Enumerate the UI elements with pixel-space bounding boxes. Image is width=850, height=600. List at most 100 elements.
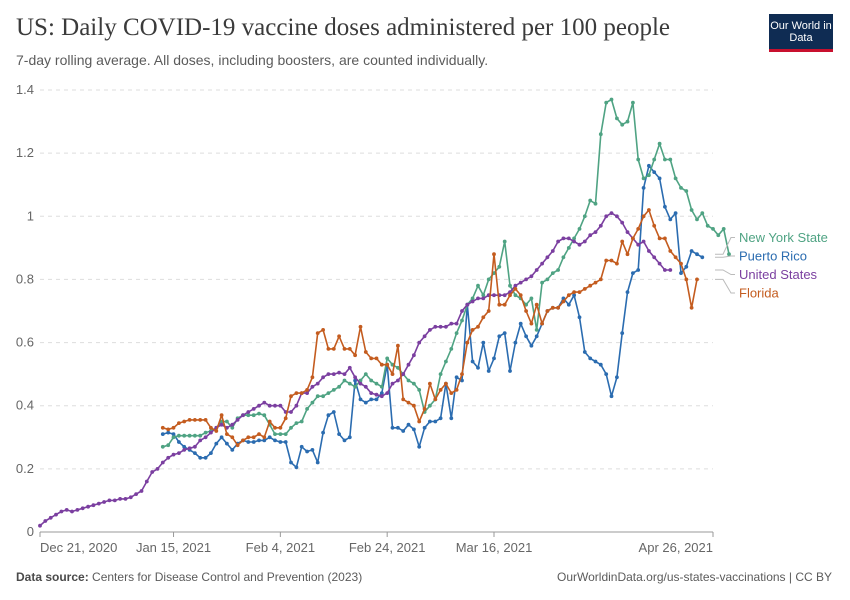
data-point bbox=[620, 331, 625, 335]
data-point bbox=[305, 407, 309, 411]
data-point bbox=[444, 381, 448, 386]
data-point bbox=[193, 433, 197, 438]
data-point bbox=[444, 359, 448, 364]
data-point bbox=[620, 239, 625, 244]
data-point bbox=[310, 384, 315, 389]
data-point bbox=[406, 362, 411, 367]
data-point bbox=[257, 403, 261, 408]
data-point bbox=[198, 438, 203, 443]
legend-label[interactable]: United States bbox=[739, 267, 818, 282]
data-point bbox=[299, 444, 304, 449]
data-point bbox=[609, 258, 614, 263]
data-point bbox=[492, 356, 496, 361]
data-point bbox=[337, 370, 341, 375]
data-point bbox=[209, 430, 213, 435]
data-point bbox=[251, 440, 256, 444]
data-point bbox=[160, 444, 165, 449]
data-point bbox=[150, 470, 155, 474]
data-point bbox=[166, 430, 171, 435]
data-point bbox=[513, 287, 518, 291]
data-point bbox=[230, 435, 235, 440]
source-note: Data source: Centers for Disease Control… bbox=[16, 570, 362, 584]
data-point bbox=[182, 433, 187, 438]
data-point bbox=[577, 290, 582, 294]
legend-label[interactable]: Florida bbox=[739, 285, 780, 300]
data-point bbox=[470, 299, 475, 304]
data-point bbox=[219, 413, 224, 418]
data-point bbox=[700, 255, 705, 260]
y-axis: 0 0.2 0.4 0.6 0.8 1 1.2 1.4 bbox=[16, 82, 34, 539]
data-point bbox=[534, 268, 539, 272]
data-point bbox=[177, 440, 181, 444]
data-point bbox=[374, 392, 379, 397]
credit-link[interactable]: OurWorldinData.org/us-states-vaccination… bbox=[557, 570, 832, 584]
legend-label[interactable]: New York State bbox=[739, 230, 828, 245]
data-point bbox=[412, 427, 416, 432]
data-point bbox=[321, 430, 325, 435]
series-line bbox=[162, 98, 730, 448]
data-point bbox=[289, 425, 293, 430]
data-point bbox=[529, 343, 534, 348]
data-point bbox=[615, 214, 619, 219]
data-point bbox=[225, 432, 229, 436]
data-point bbox=[615, 261, 619, 266]
data-point bbox=[363, 372, 368, 376]
data-point bbox=[550, 305, 555, 310]
x-axis: Dec 21, 2020 Jan 15, 2021 Feb 4, 2021 Feb 2… bbox=[39, 532, 714, 555]
data-point bbox=[294, 421, 299, 425]
data-point bbox=[283, 416, 288, 421]
owid-logo[interactable]: Our World in Data bbox=[769, 14, 833, 52]
data-point bbox=[438, 372, 443, 376]
data-point bbox=[721, 227, 726, 231]
data-point bbox=[289, 410, 293, 414]
data-point bbox=[177, 433, 181, 438]
y-tick-label: 1.4 bbox=[16, 82, 34, 97]
data-point bbox=[657, 236, 662, 241]
x-tick-label: Jan 15, 2021 bbox=[136, 540, 211, 555]
data-point bbox=[433, 419, 438, 424]
data-point bbox=[476, 283, 480, 288]
data-point bbox=[262, 400, 267, 405]
data-point bbox=[663, 236, 667, 241]
data-point bbox=[647, 208, 651, 212]
data-point bbox=[588, 233, 593, 238]
data-point bbox=[449, 391, 454, 395]
legend-label[interactable]: Puerto Rico bbox=[739, 248, 807, 263]
data-point bbox=[203, 418, 208, 422]
data-point bbox=[561, 255, 566, 260]
data-point bbox=[326, 391, 331, 395]
data-point bbox=[182, 448, 187, 452]
data-point bbox=[454, 331, 459, 335]
data-point bbox=[486, 309, 491, 313]
data-point bbox=[689, 249, 694, 253]
data-point bbox=[534, 328, 539, 332]
data-point bbox=[444, 324, 448, 329]
data-point bbox=[385, 362, 390, 367]
data-point bbox=[203, 435, 208, 440]
data-point bbox=[305, 449, 309, 454]
data-point bbox=[193, 451, 197, 455]
data-point bbox=[246, 435, 251, 440]
data-point bbox=[695, 252, 699, 257]
data-point bbox=[369, 391, 374, 395]
data-point bbox=[48, 515, 53, 520]
data-point bbox=[182, 419, 187, 424]
data-point bbox=[123, 497, 128, 501]
data-point bbox=[647, 163, 651, 168]
data-point bbox=[315, 460, 320, 465]
data-point bbox=[556, 268, 560, 272]
data-point bbox=[198, 455, 203, 460]
legend[interactable]: New York State Puerto Rico United States Fl… bbox=[715, 230, 828, 301]
data-point bbox=[470, 296, 475, 301]
data-point bbox=[604, 258, 609, 263]
data-point bbox=[540, 321, 544, 326]
data-point bbox=[550, 249, 555, 253]
data-point bbox=[497, 302, 502, 307]
x-tick-label: Apr 26, 2021 bbox=[639, 540, 713, 555]
data-point bbox=[54, 512, 58, 517]
data-point bbox=[171, 452, 176, 457]
data-point bbox=[609, 97, 614, 102]
source-text[interactable]: Centers for Disease Control and Preventi… bbox=[92, 570, 363, 584]
data-point bbox=[246, 413, 251, 418]
data-point bbox=[636, 242, 641, 247]
